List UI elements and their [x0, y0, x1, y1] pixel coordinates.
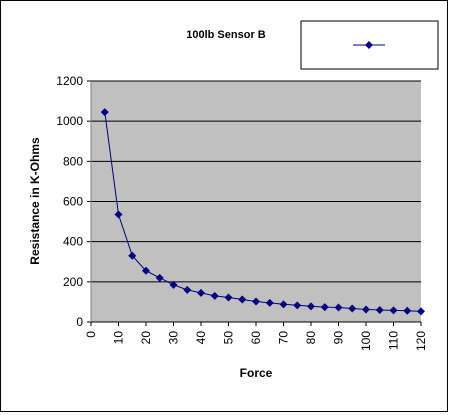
data-point — [307, 302, 315, 311]
data-point — [169, 280, 178, 289]
data-point — [142, 266, 150, 275]
y-tick-label: 1000 — [56, 114, 83, 128]
series — [100, 108, 425, 316]
x-tick-label: 20 — [139, 331, 153, 345]
y-tick-label: 0 — [76, 315, 83, 329]
x-tick-label: 60 — [249, 331, 263, 345]
data-point — [279, 300, 288, 309]
x-tick-label: 10 — [112, 331, 126, 345]
x-tick-label: 80 — [304, 331, 318, 345]
data-point — [375, 305, 384, 314]
data-point — [224, 293, 233, 302]
data-point — [210, 291, 219, 300]
axes — [87, 80, 422, 326]
legend-marker — [365, 41, 373, 49]
x-tick-label: 110 — [387, 331, 401, 350]
y-tick-label: 800 — [63, 154, 83, 168]
data-point — [403, 306, 412, 315]
data-point — [252, 297, 260, 306]
data-point — [114, 210, 123, 219]
x-axis-title: Force — [240, 366, 273, 380]
data-point — [155, 273, 164, 282]
x-tick-label: 90 — [332, 331, 346, 345]
data-point — [238, 295, 247, 304]
y-tick-label: 400 — [63, 235, 83, 249]
x-tick-label: 120 — [414, 331, 428, 351]
x-tick-label: 50 — [222, 331, 236, 345]
data-point — [197, 288, 205, 297]
x-tick-label: 100 — [359, 331, 373, 351]
data-point — [334, 303, 343, 312]
data-point — [293, 301, 302, 310]
data-point — [389, 306, 398, 315]
y-tick-label: 1200 — [56, 74, 83, 88]
y-tick-label: 600 — [63, 195, 83, 209]
data-point — [183, 285, 192, 294]
x-tick-label: 0 — [84, 331, 98, 338]
data-point — [128, 251, 137, 260]
tick-labels: 0 200 400 600 800 1000 1200 0 10 20 30 40 50 60 70 80 90… — [56, 74, 428, 351]
gridlines — [91, 80, 421, 283]
chart-title: 100lb Sensor B — [186, 29, 266, 41]
data-point — [362, 305, 370, 314]
y-tick-label: 200 — [63, 275, 83, 289]
data-point — [265, 298, 274, 307]
x-tick-label: 30 — [167, 331, 181, 345]
data-point — [348, 304, 357, 313]
data-point — [100, 108, 109, 117]
y-axis-title: Resistance in K-Ohms — [28, 137, 42, 265]
data-point — [417, 307, 425, 316]
x-tick-label: 40 — [194, 331, 208, 345]
x-tick-label: 70 — [277, 331, 291, 345]
data-point — [320, 303, 329, 312]
